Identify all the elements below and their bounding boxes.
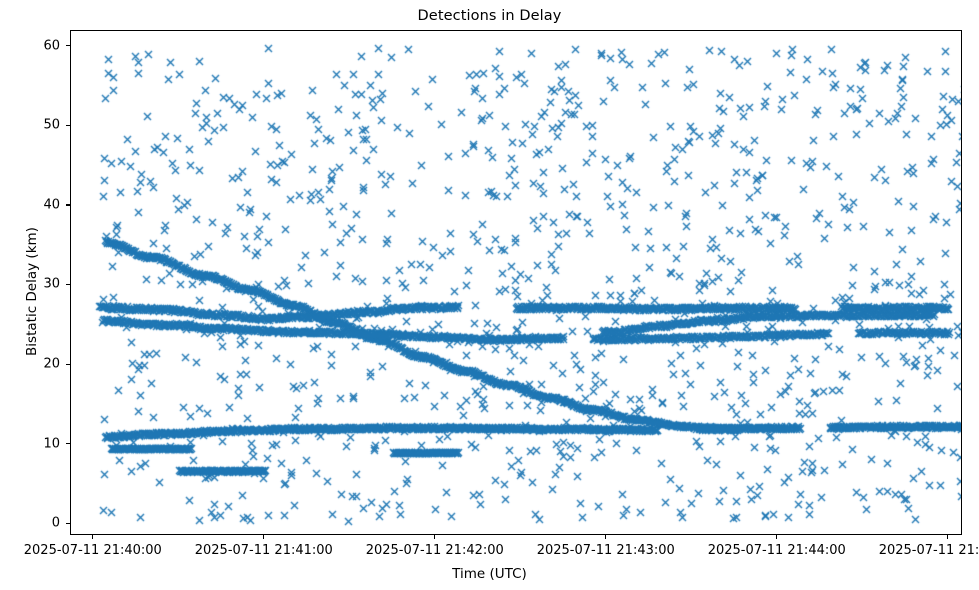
- x-tick-mark: [776, 535, 778, 539]
- y-tick-mark: [66, 443, 70, 445]
- x-tick-mark: [263, 535, 265, 539]
- x-tick-mark: [947, 535, 949, 539]
- y-tick-label: 20: [43, 356, 60, 372]
- x-tick-mark: [605, 535, 607, 539]
- x-tick-label: 2025-07-11 21:44:00: [707, 543, 846, 558]
- x-tick-label: 2025-07-11 21:45:00: [878, 543, 979, 558]
- scatter-canvas: [71, 31, 961, 534]
- y-tick-mark: [66, 283, 70, 286]
- y-tick-label: 50: [43, 117, 60, 133]
- x-tick-label: 2025-07-11 21:40:00: [23, 543, 162, 558]
- x-tick-mark: [92, 535, 94, 539]
- page-title: Detections in Delay: [417, 8, 562, 24]
- y-tick-mark: [66, 522, 70, 524]
- x-tick-label: 2025-07-11 21:43:00: [536, 543, 675, 558]
- y-tick-label: 60: [43, 38, 60, 54]
- y-tick-mark: [66, 363, 70, 365]
- y-axis-label-wrapper: Bistatic Delay (km): [21, 39, 40, 544]
- y-tick-mark: [66, 204, 70, 206]
- x-tick-label: 2025-07-11 21:41:00: [194, 543, 333, 558]
- y-tick-label: 40: [43, 197, 60, 213]
- y-axis-label: Bistatic Delay (km): [24, 227, 40, 356]
- x-tick-label: 2025-07-11 21:42:00: [365, 543, 504, 558]
- y-tick-label: 0: [51, 515, 60, 531]
- plot-area: [70, 30, 962, 535]
- y-tick-mark: [66, 124, 70, 127]
- x-axis-label: Time (UTC): [452, 566, 527, 582]
- x-tick-mark: [434, 535, 436, 539]
- y-tick-label: 30: [43, 276, 60, 292]
- y-tick-mark: [66, 45, 70, 47]
- y-tick-label: 10: [43, 436, 60, 452]
